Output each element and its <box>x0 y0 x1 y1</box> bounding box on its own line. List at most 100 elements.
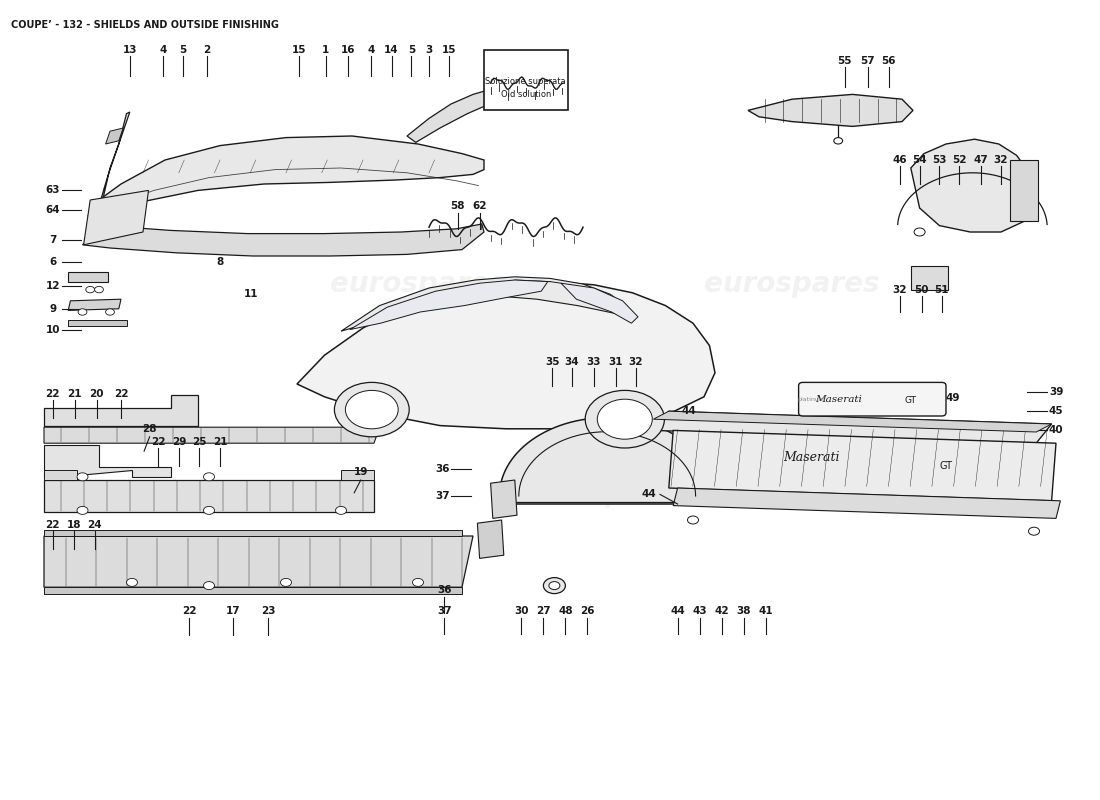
Text: Maserati: Maserati <box>783 451 840 464</box>
Text: 27: 27 <box>536 606 551 616</box>
Text: 10: 10 <box>45 325 60 334</box>
Polygon shape <box>748 94 913 126</box>
Polygon shape <box>68 299 121 310</box>
Text: 29: 29 <box>172 437 187 446</box>
Text: 56: 56 <box>881 56 896 66</box>
Polygon shape <box>477 520 504 558</box>
Circle shape <box>106 309 114 315</box>
Text: 15: 15 <box>441 45 456 54</box>
Text: 9: 9 <box>50 304 56 314</box>
Polygon shape <box>44 470 77 480</box>
Polygon shape <box>106 128 123 144</box>
Polygon shape <box>350 280 548 330</box>
Text: COUPE’ - 132 - SHIELDS AND OUTSIDE FINISHING: COUPE’ - 132 - SHIELDS AND OUTSIDE FINIS… <box>11 20 279 30</box>
Circle shape <box>204 473 214 481</box>
Text: 14: 14 <box>384 45 399 54</box>
Text: 63: 63 <box>45 186 60 195</box>
Text: 15: 15 <box>292 45 307 54</box>
Text: 40: 40 <box>1048 426 1064 435</box>
Text: 30: 30 <box>514 606 529 616</box>
Polygon shape <box>1010 160 1038 221</box>
Text: 24: 24 <box>87 520 102 530</box>
Circle shape <box>914 228 925 236</box>
Text: GT: GT <box>939 461 953 470</box>
Polygon shape <box>341 470 374 480</box>
Text: 22: 22 <box>45 389 60 398</box>
Text: platinum: platinum <box>798 397 826 402</box>
Text: 5: 5 <box>179 45 186 54</box>
Polygon shape <box>101 112 130 198</box>
Circle shape <box>95 286 103 293</box>
Circle shape <box>126 578 138 586</box>
Text: Maserati: Maserati <box>815 394 861 404</box>
Polygon shape <box>44 587 462 594</box>
Text: 32: 32 <box>892 285 907 294</box>
Polygon shape <box>44 536 473 587</box>
Text: 44: 44 <box>670 606 685 616</box>
Circle shape <box>412 578 424 586</box>
Text: 47: 47 <box>974 155 989 165</box>
Text: 37: 37 <box>434 491 450 501</box>
Text: 44: 44 <box>681 406 696 416</box>
Text: 23: 23 <box>261 606 276 616</box>
Text: 21: 21 <box>212 437 228 446</box>
Circle shape <box>204 506 214 514</box>
Text: 43: 43 <box>692 606 707 616</box>
Text: 35: 35 <box>544 357 560 366</box>
Polygon shape <box>68 272 108 282</box>
Text: 22: 22 <box>45 520 60 530</box>
Text: 39: 39 <box>1048 387 1064 397</box>
Circle shape <box>597 399 652 439</box>
Polygon shape <box>561 283 638 323</box>
Text: 37: 37 <box>437 606 452 616</box>
Text: 44: 44 <box>641 490 657 499</box>
Text: 6: 6 <box>50 257 56 266</box>
Polygon shape <box>84 190 148 245</box>
Text: 49: 49 <box>945 394 960 403</box>
Text: 11: 11 <box>243 290 258 299</box>
FancyBboxPatch shape <box>484 50 568 110</box>
Text: 38: 38 <box>736 606 751 616</box>
Text: 57: 57 <box>860 56 876 66</box>
Text: 2: 2 <box>204 45 210 54</box>
Text: 54: 54 <box>912 155 927 165</box>
Circle shape <box>834 138 843 144</box>
Text: 59: 59 <box>507 56 522 66</box>
Polygon shape <box>44 445 170 478</box>
Circle shape <box>549 582 560 590</box>
Text: 8: 8 <box>217 258 223 267</box>
Text: 51: 51 <box>934 285 949 294</box>
Text: 28: 28 <box>142 424 157 434</box>
Text: 48: 48 <box>558 606 573 616</box>
Polygon shape <box>341 277 629 331</box>
Polygon shape <box>297 282 715 429</box>
Polygon shape <box>407 90 495 142</box>
Text: 55: 55 <box>837 56 852 66</box>
FancyBboxPatch shape <box>799 382 946 416</box>
Text: 32: 32 <box>628 357 643 366</box>
Circle shape <box>86 286 95 293</box>
Text: 1: 1 <box>322 45 329 54</box>
Text: 58: 58 <box>450 202 465 211</box>
Circle shape <box>585 390 664 448</box>
Text: 62: 62 <box>472 202 487 211</box>
Text: 52: 52 <box>952 155 967 165</box>
Text: 31: 31 <box>608 357 624 366</box>
Text: 41: 41 <box>758 606 773 616</box>
Text: 36: 36 <box>437 586 452 595</box>
Circle shape <box>204 582 214 590</box>
Text: 13: 13 <box>122 45 138 54</box>
Text: eurospares: eurospares <box>704 270 880 298</box>
Circle shape <box>345 390 398 429</box>
Text: 7: 7 <box>50 235 56 245</box>
Polygon shape <box>911 266 948 290</box>
Text: 26: 26 <box>580 606 595 616</box>
Circle shape <box>336 506 346 514</box>
Text: 5: 5 <box>408 45 415 54</box>
Text: 21: 21 <box>67 389 82 398</box>
Text: eurospares: eurospares <box>526 484 684 508</box>
Polygon shape <box>82 224 484 256</box>
Circle shape <box>78 309 87 315</box>
Polygon shape <box>491 480 517 518</box>
Polygon shape <box>44 530 462 536</box>
